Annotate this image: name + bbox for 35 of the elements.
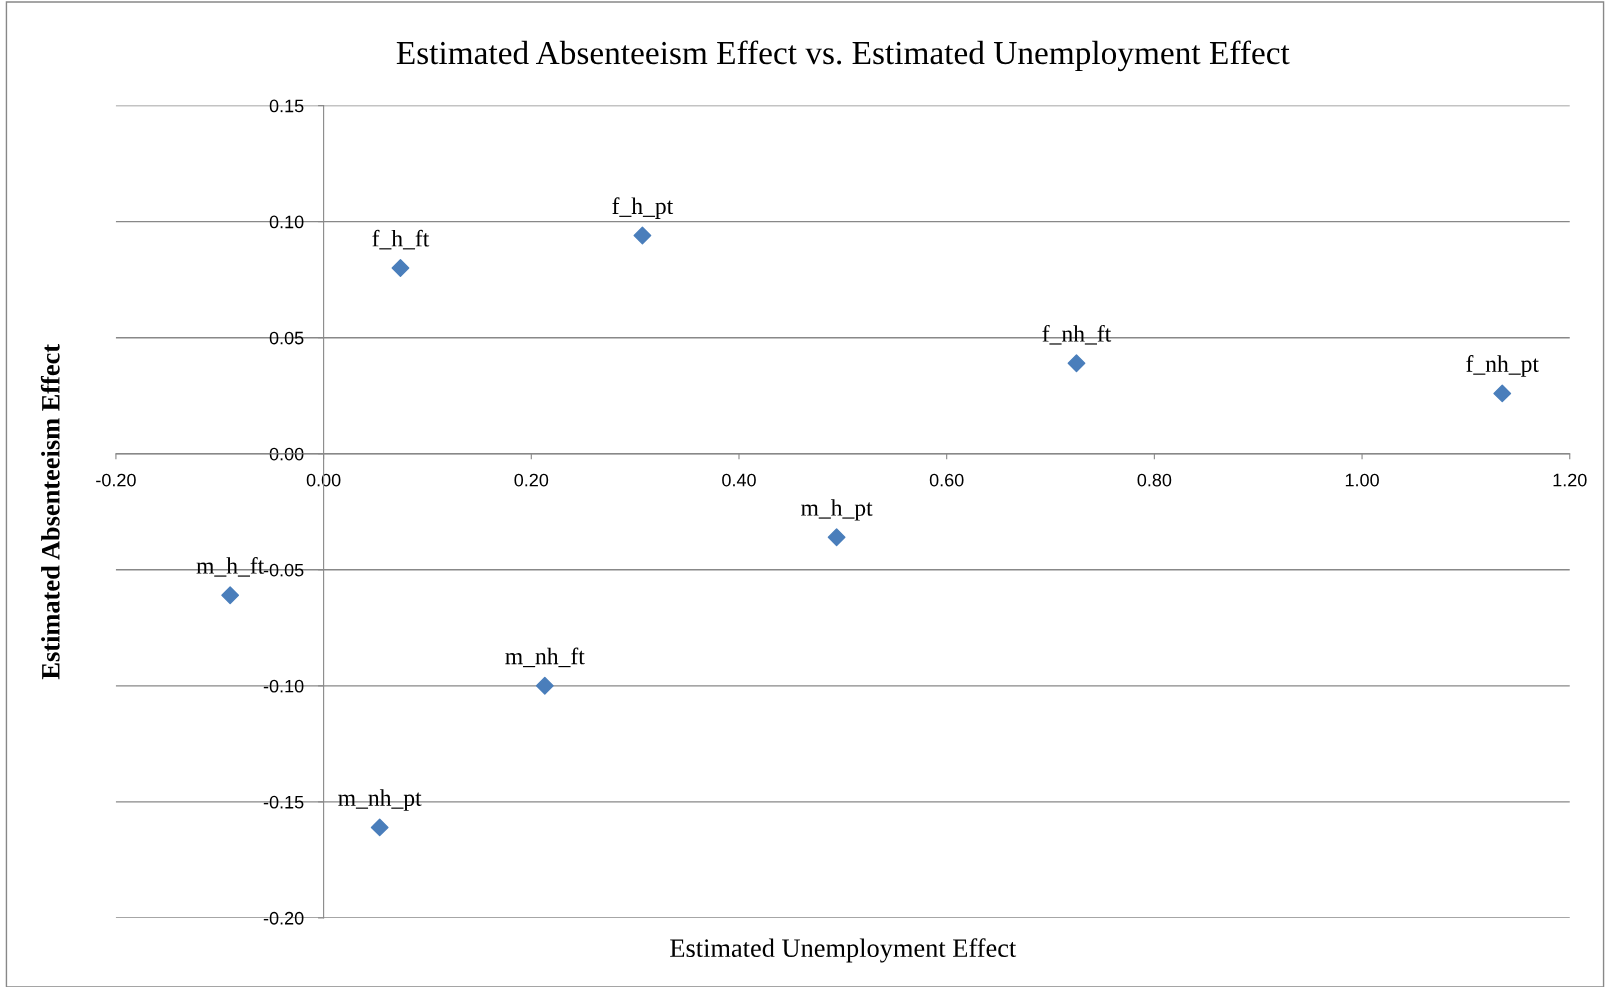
y-tick-label: 0.05 <box>269 331 304 345</box>
annotation: m_h_pt <box>801 499 873 521</box>
point <box>633 226 652 245</box>
point <box>827 528 846 547</box>
x-tick-label: 0.00 <box>306 473 341 487</box>
x-tick-label: 1.00 <box>1345 473 1379 487</box>
x-tick-label: 0.40 <box>722 473 756 487</box>
x-tick-label: 0.20 <box>514 473 549 487</box>
x-tick-label: 0.80 <box>1137 473 1172 487</box>
chart-title: Estimated Absenteeism Effect vs. Estimated Unemployment Effect <box>396 40 1290 72</box>
y-tick-label: 0.00 <box>269 447 304 461</box>
x-tick-label: 0.60 <box>929 473 964 487</box>
point <box>1493 384 1512 403</box>
y-tick-label: -0.05 <box>263 563 304 577</box>
annotation: f_nh_ft <box>1042 324 1112 345</box>
annotation: f_h_ft <box>372 229 430 250</box>
y-tick-label: -0.10 <box>263 679 304 693</box>
point <box>391 259 410 277</box>
point <box>370 818 389 837</box>
y-tick-label: -0.20 <box>263 911 304 925</box>
annotation: m_h_ft <box>196 556 265 577</box>
annotation: f_h_pt <box>612 197 674 219</box>
y-tick-label: 0.10 <box>269 215 304 229</box>
y-tick-label: -0.15 <box>263 795 304 809</box>
y-tick-label: 0.15 <box>269 99 304 113</box>
point <box>221 586 240 605</box>
point <box>1067 354 1086 373</box>
annotation: m_nh_pt <box>338 789 422 811</box>
annotation: m_nh_ft <box>505 647 585 668</box>
point <box>535 676 554 695</box>
x-tick-label: 1.20 <box>1553 473 1587 487</box>
x-tick-label: -0.20 <box>96 473 136 487</box>
x-axis-title: Estimated Unemployment Effect <box>670 938 1017 963</box>
annotation: f_nh_pt <box>1466 355 1539 377</box>
y-axis-title: Estimated Absenteeism Effect <box>40 344 60 680</box>
